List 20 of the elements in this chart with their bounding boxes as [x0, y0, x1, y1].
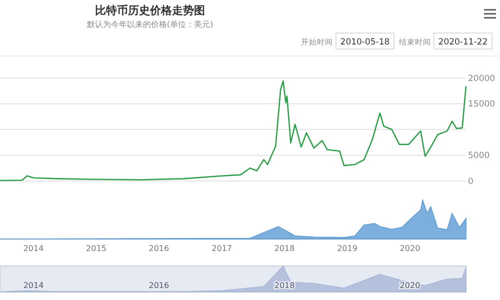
- chart-subtitle: 默认为今年以来的价格(单位：美元): [86, 20, 214, 29]
- x-tick-label: 2014: [23, 244, 44, 253]
- x-tick-label: 2018: [274, 281, 295, 290]
- x-tick-label: 2016: [148, 244, 170, 253]
- x-tick-label: 2020: [400, 244, 420, 253]
- x-tick-label: 2019: [337, 244, 358, 253]
- x-tick-label: 2015: [86, 244, 106, 253]
- x-tick-label: 2020: [400, 281, 420, 290]
- y-tick-label: 0: [468, 176, 474, 187]
- x-tick-label: 2016: [148, 281, 170, 290]
- x-tick-label: 2018: [274, 244, 295, 253]
- text: 2020-11-22: [438, 38, 488, 48]
- chart-title: 比特币历史价格走势图: [95, 4, 205, 17]
- x-tick-label: 2014: [23, 281, 44, 290]
- line-series: [0, 80, 467, 182]
- y-tick-label: 5000: [468, 151, 490, 162]
- y-tick-label: 20000: [468, 74, 496, 84]
- y-tick-label: 15000: [468, 100, 496, 110]
- x-tick-label: 2017: [212, 244, 232, 253]
- text: 2010-05-18: [340, 38, 390, 48]
